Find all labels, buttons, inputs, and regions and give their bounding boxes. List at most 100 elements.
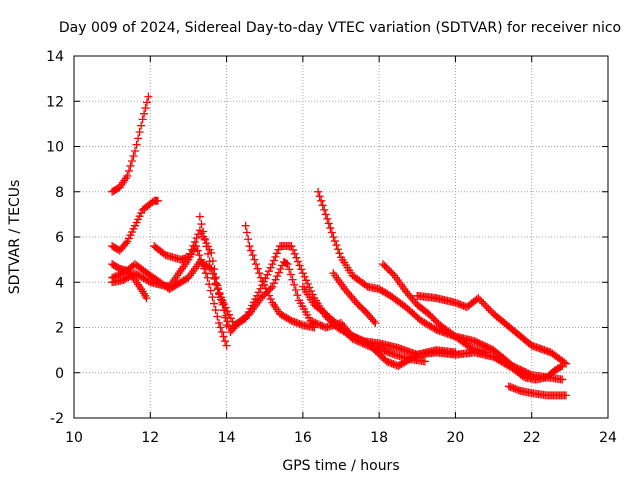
data-point [251, 260, 260, 269]
data-point [272, 249, 281, 258]
data-point [214, 318, 223, 327]
data-point [320, 205, 329, 214]
data-point [269, 256, 278, 265]
data-point [316, 321, 325, 330]
y-tick-label: 14 [46, 49, 64, 65]
data-point [318, 321, 327, 330]
data-point [132, 140, 141, 149]
data-point [417, 316, 426, 325]
data-point [142, 98, 151, 107]
data-point [242, 228, 251, 237]
series-sat-k [298, 282, 429, 366]
data-point [260, 280, 269, 289]
data-point [323, 214, 332, 223]
data-point [420, 318, 429, 327]
data-point [220, 306, 229, 315]
data-point [129, 152, 138, 161]
data-point [189, 241, 198, 250]
data-point [213, 312, 222, 321]
data-point [371, 318, 380, 327]
data-point [283, 260, 292, 269]
data-point [479, 299, 488, 308]
data-point [292, 253, 301, 262]
data-point [208, 293, 217, 302]
data-point [293, 257, 302, 266]
data-point [200, 234, 209, 243]
x-tick-label: 24 [599, 430, 617, 446]
data-point [451, 348, 460, 357]
data-point [131, 147, 140, 156]
data-point [266, 263, 275, 272]
data-point [216, 323, 225, 332]
data-point [562, 359, 571, 368]
data-point [310, 323, 319, 332]
data-point [141, 275, 150, 284]
data-point [221, 311, 230, 320]
data-point [350, 335, 359, 344]
data-point [418, 317, 427, 326]
y-axis-label: SDTVAR / TECUs [7, 180, 23, 295]
data-point [132, 270, 141, 279]
data-point [268, 282, 277, 291]
data-point [137, 273, 146, 282]
plot-frame [73, 55, 609, 419]
data-point [210, 275, 219, 284]
data-point [121, 239, 130, 248]
data-point [360, 340, 369, 349]
series-sat-l [378, 260, 490, 357]
data-point [253, 264, 262, 273]
data-point [369, 317, 378, 326]
data-point [222, 341, 231, 350]
data-point [263, 270, 272, 279]
data-point [186, 249, 195, 258]
data-point [362, 340, 371, 349]
data-point [355, 337, 364, 346]
data-point [208, 269, 217, 278]
data-point [200, 264, 209, 273]
y-tick-label: 12 [46, 94, 64, 110]
y-tick-label: 0 [55, 366, 64, 382]
data-point [139, 274, 148, 283]
data-point [215, 290, 224, 299]
data-point [317, 196, 326, 205]
x-tick-label: 12 [141, 430, 159, 446]
data-point [217, 295, 226, 304]
data-point [127, 156, 136, 165]
data-point [198, 260, 207, 269]
x-tick-label: 22 [523, 430, 541, 446]
data-point [286, 270, 295, 279]
data-point [326, 223, 335, 232]
data-point [263, 287, 272, 296]
series-sat-j [329, 269, 380, 327]
data-point [362, 281, 371, 290]
data-point [192, 233, 201, 242]
data-point [293, 291, 302, 300]
data-point [134, 271, 143, 280]
data-point [476, 295, 485, 304]
data-point [264, 267, 273, 276]
data-point [298, 269, 307, 278]
series-sat-e [108, 242, 231, 350]
data-point [184, 253, 193, 262]
data-point [268, 260, 277, 269]
data-point [297, 265, 306, 274]
y-tick-label: 4 [55, 275, 64, 291]
data-point [203, 273, 212, 282]
data-point [207, 264, 216, 273]
data-point [241, 221, 250, 230]
x-tick-label: 20 [447, 430, 465, 446]
data-point [205, 280, 214, 289]
grid [74, 56, 608, 418]
data-point [351, 336, 360, 345]
data-point [481, 301, 490, 310]
data-point [321, 210, 330, 219]
data-point [142, 294, 151, 303]
data-point [290, 280, 299, 289]
data-point [560, 358, 569, 367]
data-point [202, 242, 211, 251]
series-sat-m [413, 291, 571, 368]
data-point [136, 272, 145, 281]
data-point [144, 92, 153, 101]
series-sat-n [504, 382, 571, 400]
